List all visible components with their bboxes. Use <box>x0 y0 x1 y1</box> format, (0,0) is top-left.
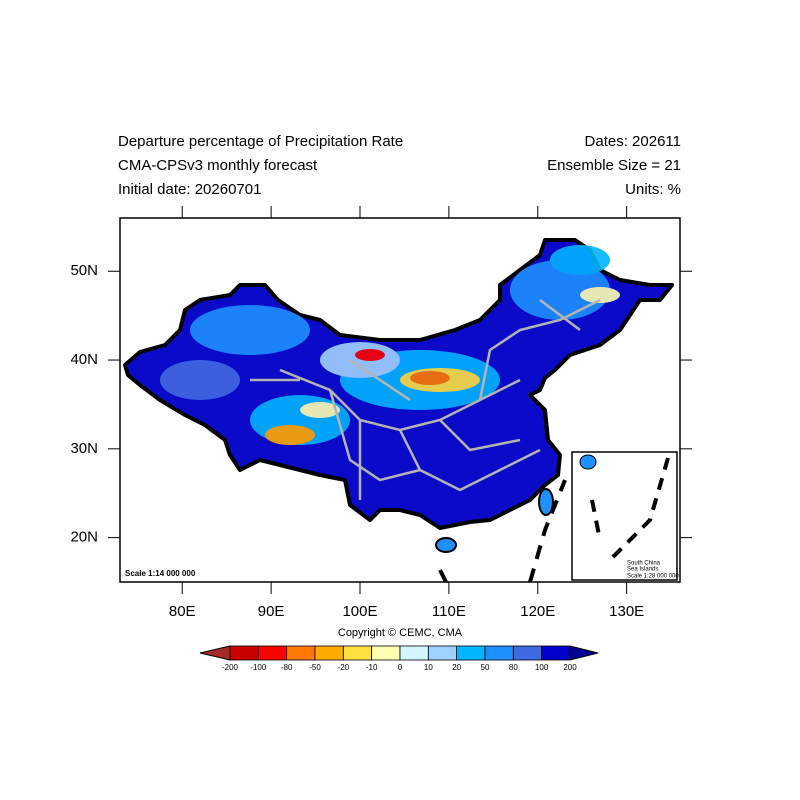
colorbar-label: 100 <box>535 663 549 672</box>
taiwan <box>538 488 554 516</box>
scale: Scale 1:14 000 000 <box>125 569 196 578</box>
subtitle: CMA-CPSv3 monthly forecast <box>118 157 318 174</box>
colorbar-box <box>484 645 514 661</box>
colorbar-label: 20 <box>452 663 461 672</box>
map-frame <box>119 217 681 583</box>
colorbar-box <box>342 645 373 661</box>
province-borders <box>250 298 601 500</box>
inset-boundary <box>590 457 670 562</box>
inset-land <box>579 454 597 470</box>
colorbar-box <box>512 645 543 661</box>
colorbar-box <box>399 645 429 661</box>
y-tick-label: 20N <box>70 529 98 546</box>
colorbar-label: -100 <box>250 663 267 672</box>
ensemble: Ensemble Size = 21 <box>547 157 681 174</box>
precip-field <box>160 245 620 445</box>
title: Departure percentage of Precipitation Ra… <box>118 133 403 150</box>
colorbar-box <box>427 645 458 661</box>
inset-title: Sea Islands <box>627 567 658 573</box>
colorbar-box <box>456 645 486 661</box>
inset <box>571 451 678 581</box>
colorbar-box <box>541 645 571 661</box>
map-area: South China Sea Islands Scale 1:28 000 0… <box>123 238 679 583</box>
copyright: Copyright © CEMC, CMA <box>338 627 463 639</box>
colorbar-label: 80 <box>509 663 518 672</box>
y-tick-label: 30N <box>70 440 98 457</box>
y-tick-label: 50N <box>70 262 98 279</box>
hainan <box>435 537 457 553</box>
colorbar-box <box>371 645 401 661</box>
y-tick-label: 40N <box>70 351 98 368</box>
colorbar-label: -10 <box>366 663 378 672</box>
inset-title: South China <box>627 561 661 567</box>
units: Units: % <box>625 181 681 198</box>
x-tick-label: 80E <box>169 603 196 620</box>
colorbar-label: 10 <box>424 663 433 672</box>
colorbar-label: -50 <box>309 663 321 672</box>
x-tick-label: 130E <box>609 603 644 620</box>
colorbar-box <box>286 645 316 661</box>
colorbar-label: 0 <box>398 663 403 672</box>
colorbar-label: 200 <box>563 663 577 672</box>
x-tick-label: 120E <box>520 603 555 620</box>
x-tick-label: 100E <box>342 603 377 620</box>
colorbar-label: 50 <box>481 663 490 672</box>
colorbar-label: -20 <box>338 663 350 672</box>
x-tick-label: 90E <box>258 603 285 620</box>
colorbar-arrow <box>569 645 599 661</box>
colorbar-box <box>314 645 344 661</box>
colorbar-label: -200 <box>222 663 239 672</box>
initial-date: Initial date: 20260701 <box>118 181 261 198</box>
inset-scale: Scale 1:28 000 000 <box>627 574 679 580</box>
maritime-boundary <box>438 479 567 583</box>
colorbar-box <box>229 645 259 661</box>
x-tick-label: 110E <box>432 603 466 620</box>
colorbar-box <box>257 645 288 661</box>
colorbar-label: -80 <box>281 663 293 672</box>
dates: Dates: 202611 <box>585 133 681 150</box>
